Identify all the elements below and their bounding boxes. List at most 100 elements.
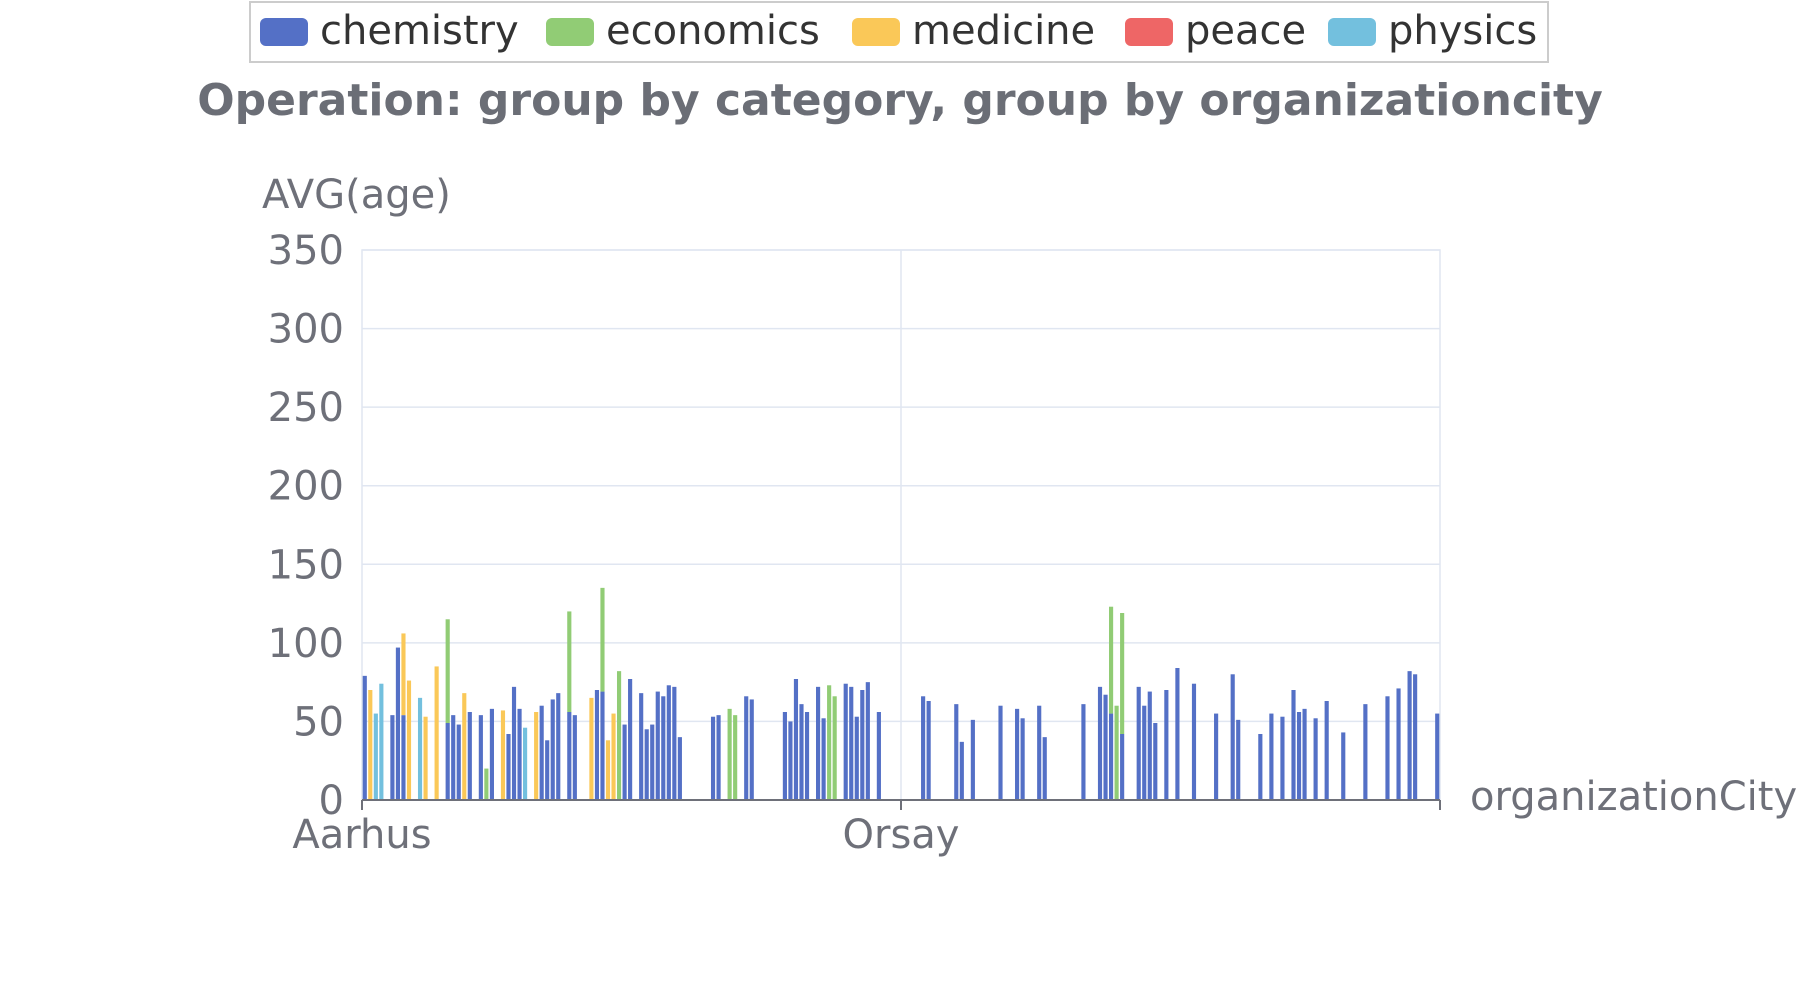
bar-chemistry[interactable] [550,699,555,800]
bar-chemistry[interactable] [600,691,605,800]
bar-chemistry[interactable] [1120,734,1125,800]
bar-economics[interactable] [727,708,732,800]
bar-chemistry[interactable] [1214,713,1219,800]
bar-chemistry[interactable] [1081,704,1086,800]
bar-chemistry[interactable] [860,690,865,800]
bar-chemistry[interactable] [1142,705,1147,800]
legend-item-economics[interactable]: economics [546,8,820,54]
bar-chemistry[interactable] [926,701,931,800]
bar-medicine[interactable] [401,633,406,716]
bar-chemistry[interactable] [1103,694,1108,800]
bar-chemistry[interactable] [876,712,881,800]
bar-medicine[interactable] [589,697,594,800]
bar-chemistry[interactable] [661,696,666,800]
bar-chemistry[interactable] [793,679,799,800]
bar-chemistry[interactable] [628,679,633,800]
bar-chemistry[interactable] [1396,688,1401,800]
bar-chemistry[interactable] [744,696,749,800]
bar-chemistry[interactable] [998,705,1003,800]
bar-chemistry[interactable] [1313,718,1318,800]
bar-economics[interactable] [832,696,837,800]
bar-chemistry[interactable] [1097,686,1103,800]
bar-economics[interactable] [1114,705,1119,800]
bar-chemistry[interactable] [1236,719,1241,800]
bar-chemistry[interactable] [639,693,644,800]
bar-chemistry[interactable] [1435,713,1440,800]
bar-chemistry[interactable] [1341,732,1346,800]
bar-economics[interactable] [616,671,622,800]
bar-chemistry[interactable] [1042,737,1047,800]
bar-chemistry[interactable] [655,691,660,800]
bar-chemistry[interactable] [1291,690,1296,800]
legend-item-chemistry[interactable]: chemistry [260,8,519,54]
bar-chemistry[interactable] [1109,713,1114,800]
bar-chemistry[interactable] [1175,668,1180,800]
bar-chemistry[interactable] [644,729,649,800]
bar-chemistry[interactable] [1269,713,1274,800]
bar-chemistry[interactable] [970,719,975,800]
bar-chemistry[interactable] [506,734,511,800]
bar-chemistry[interactable] [401,715,406,800]
bar-chemistry[interactable] [445,723,450,800]
bar-chemistry[interactable] [1153,723,1158,800]
bar-medicine[interactable] [500,710,506,800]
bar-chemistry[interactable] [1147,691,1152,800]
bar-chemistry[interactable] [511,686,517,800]
bar-chemistry[interactable] [849,686,854,800]
bar-chemistry[interactable] [1280,716,1285,800]
bar-chemistry[interactable] [1258,734,1263,800]
bar-economics[interactable] [733,715,738,800]
bar-chemistry[interactable] [572,715,577,800]
bar-chemistry[interactable] [799,704,804,800]
bar-chemistry[interactable] [1037,705,1042,800]
bar-chemistry[interactable] [478,715,483,800]
bar-chemistry[interactable] [788,721,793,800]
bar-medicine[interactable] [611,713,616,800]
bar-chemistry[interactable] [622,724,627,800]
bar-chemistry[interactable] [1296,712,1302,800]
bar-chemistry[interactable] [1230,674,1235,800]
bar-economics[interactable] [445,619,450,723]
bar-chemistry[interactable] [489,708,494,800]
bar-chemistry[interactable] [1302,708,1307,800]
bar-physics[interactable] [417,697,423,800]
bar-medicine[interactable] [368,690,373,800]
bar-economics[interactable] [1120,613,1125,734]
bar-chemistry[interactable] [1020,718,1025,800]
bar-chemistry[interactable] [1136,686,1141,800]
bar-chemistry[interactable] [865,682,870,800]
bar-chemistry[interactable] [672,686,677,800]
bar-physics[interactable] [373,713,378,800]
bar-medicine[interactable] [605,740,611,800]
bar-economics[interactable] [567,611,572,712]
bar-chemistry[interactable] [1385,696,1390,800]
bar-chemistry[interactable] [921,696,926,800]
bar-chemistry[interactable] [1413,674,1418,800]
bar-chemistry[interactable] [456,724,461,800]
bar-chemistry[interactable] [666,685,671,800]
legend-item-physics[interactable]: physics [1328,8,1537,54]
bar-chemistry[interactable] [1164,690,1169,800]
bar-chemistry[interactable] [556,693,561,800]
bar-medicine[interactable] [462,693,467,800]
bar-chemistry[interactable] [451,715,456,800]
bar-medicine[interactable] [434,666,439,800]
bar-chemistry[interactable] [1363,704,1368,800]
bar-chemistry[interactable] [362,675,367,800]
bar-chemistry[interactable] [517,708,522,800]
bar-chemistry[interactable] [1324,701,1329,800]
bar-chemistry[interactable] [594,690,600,800]
bar-chemistry[interactable] [821,718,826,800]
legend-item-medicine[interactable]: medicine [852,8,1095,54]
bar-chemistry[interactable] [677,737,682,800]
bar-chemistry[interactable] [710,716,716,800]
bar-physics[interactable] [379,683,384,800]
bar-chemistry[interactable] [954,704,959,800]
bar-medicine[interactable] [534,712,539,800]
bar-chemistry[interactable] [539,705,544,800]
bar-chemistry[interactable] [467,712,472,800]
bar-chemistry[interactable] [816,686,821,800]
bar-chemistry[interactable] [749,699,754,800]
bar-chemistry[interactable] [716,715,721,800]
bar-economics[interactable] [600,587,605,692]
